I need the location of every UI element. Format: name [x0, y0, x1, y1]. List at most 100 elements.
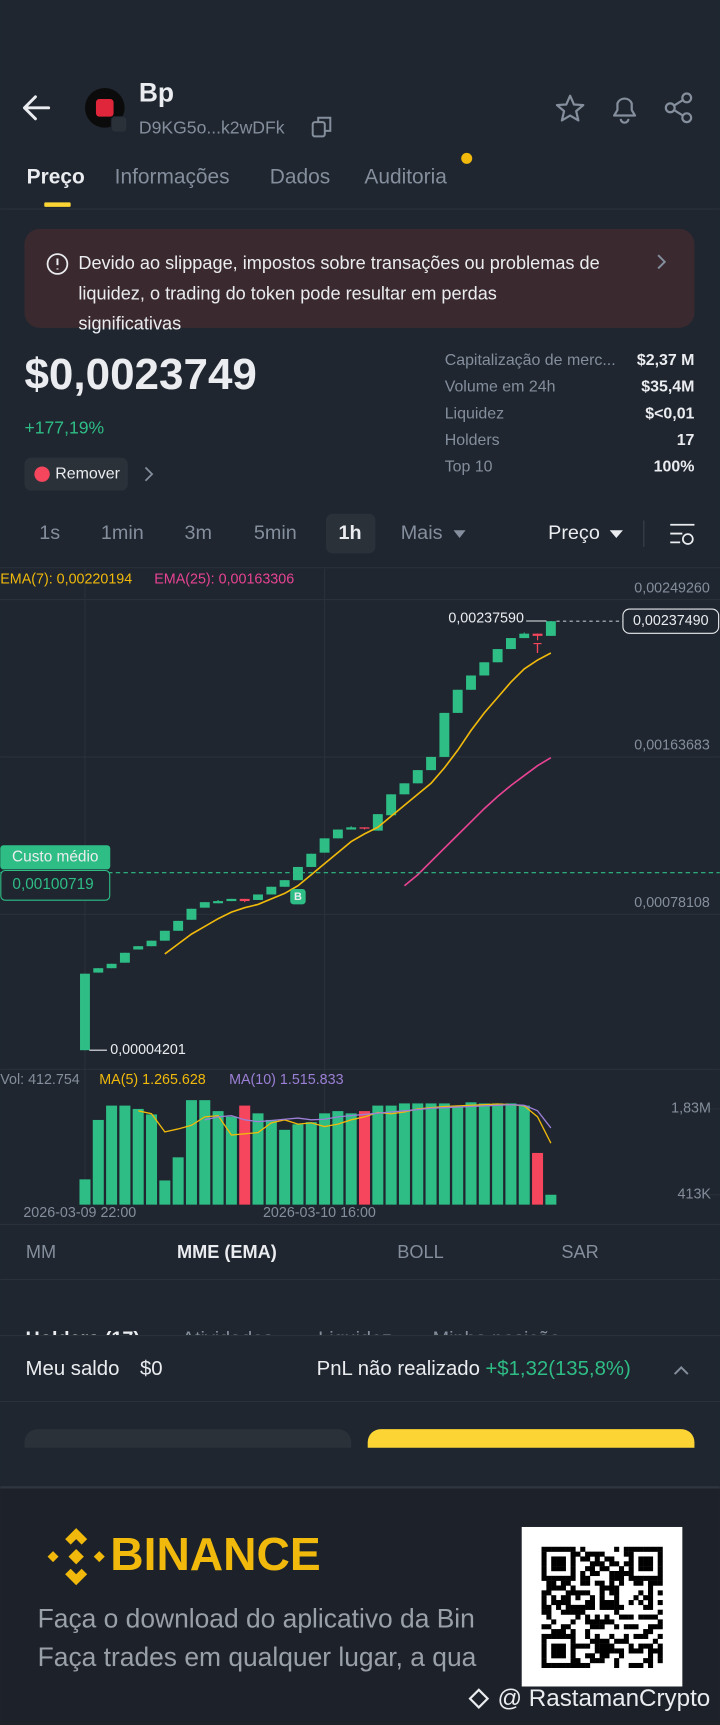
qr-module	[551, 1546, 557, 1552]
volume-bar	[212, 1111, 224, 1205]
warning-banner[interactable]: Devido ao slippage, impostos sobre trans…	[24, 228, 695, 334]
share-button[interactable]	[664, 92, 693, 124]
qr-module	[585, 1614, 591, 1620]
qr-module	[585, 1629, 591, 1635]
interval[interactable]: 5min	[254, 522, 297, 544]
qr-module	[657, 1551, 663, 1557]
qr-module	[618, 1653, 625, 1659]
qr-module	[565, 1595, 571, 1601]
sell-button[interactable]	[24, 1429, 352, 1484]
logo-part	[65, 1528, 88, 1545]
qr-module	[560, 1600, 566, 1606]
candle-body	[199, 902, 210, 908]
ema-legend: EMA(7): 0,00220194	[0, 572, 132, 588]
qr-module	[570, 1551, 576, 1557]
qr-module	[604, 1604, 610, 1610]
qr-module	[546, 1546, 552, 1552]
qr-module	[638, 1648, 644, 1654]
chevron[interactable]	[144, 466, 154, 482]
qr-module	[556, 1648, 562, 1654]
qr-module	[570, 1561, 576, 1567]
qr-module	[628, 1648, 634, 1654]
alert-button[interactable]	[613, 97, 637, 124]
qr-module	[643, 1633, 649, 1639]
volume-bar	[265, 1119, 277, 1205]
copy-button[interactable]	[311, 116, 332, 138]
volume-bar	[132, 1108, 144, 1205]
qr-module	[565, 1609, 571, 1615]
price-selector[interactable]: Preço	[548, 522, 600, 544]
qr-module	[628, 1570, 634, 1577]
interval[interactable]: Mais	[401, 522, 443, 544]
pnl-value: +$1,32(135,8%)	[485, 1358, 630, 1380]
qr-module	[585, 1580, 591, 1586]
buy-button[interactable]	[367, 1429, 695, 1484]
remove-button[interactable]: Remover	[24, 457, 128, 491]
tab[interactable]: Dados	[270, 166, 330, 189]
qr-module	[570, 1662, 576, 1669]
qr-module	[633, 1575, 639, 1581]
favorite-button[interactable]	[555, 94, 585, 122]
candle-body	[492, 649, 503, 663]
copy-icon	[317, 116, 332, 132]
qr-module	[657, 1600, 663, 1606]
chart-settings[interactable]	[670, 523, 695, 545]
interval[interactable]: 1min	[101, 522, 144, 544]
qr-module	[643, 1643, 649, 1649]
stat-value: 100%	[654, 459, 695, 476]
candle-body	[306, 853, 317, 867]
logo-part	[47, 1551, 105, 1563]
qr-module	[657, 1566, 663, 1572]
qr-module	[551, 1648, 557, 1654]
interval[interactable]: 1s	[39, 522, 60, 544]
indicator[interactable]: SAR	[561, 1242, 598, 1262]
qr-module	[541, 1575, 547, 1581]
qr-module	[633, 1546, 639, 1552]
sell-marker-label: T	[533, 641, 542, 657]
indicator[interactable]: BOLL	[397, 1242, 443, 1262]
interval[interactable]: 3m	[185, 522, 213, 544]
qr-module	[580, 1570, 586, 1577]
qr-module	[585, 1619, 591, 1625]
candle-body	[253, 894, 263, 900]
qr-module	[604, 1556, 610, 1562]
qr-module	[560, 1643, 566, 1649]
indicator[interactable]: MM	[26, 1242, 56, 1262]
tab-active[interactable]: Preço	[27, 166, 85, 189]
volume-bar	[438, 1103, 450, 1205]
qr-module	[633, 1624, 639, 1630]
qr-module	[551, 1643, 557, 1649]
back-button[interactable]	[23, 95, 51, 121]
interval-active[interactable]: 1h	[339, 522, 362, 544]
qr-module	[541, 1633, 547, 1639]
volume-bar	[79, 1179, 91, 1205]
qr-module	[589, 1570, 595, 1577]
stat-label: Top 10	[445, 459, 493, 476]
qr-module	[652, 1638, 658, 1644]
qr-module	[575, 1595, 581, 1601]
qr-module	[589, 1624, 595, 1630]
expand-button[interactable]	[673, 1366, 689, 1375]
volume-bar	[106, 1105, 118, 1205]
qr-module	[565, 1590, 571, 1596]
qr-module	[594, 1561, 600, 1567]
qr-module	[599, 1643, 605, 1649]
tab[interactable]: Auditoria	[364, 166, 447, 189]
qr-module	[633, 1595, 639, 1601]
volume-bar	[425, 1103, 437, 1205]
qr-module	[609, 1556, 615, 1562]
qr-module	[599, 1653, 605, 1659]
indicator-active[interactable]: MME (EMA)	[177, 1242, 277, 1262]
tab[interactable]: Informações	[115, 166, 230, 189]
qr-module	[575, 1643, 581, 1649]
qr-module	[648, 1556, 654, 1562]
qr-module	[599, 1566, 605, 1572]
x-tick-label: 2026-03-09 22:00	[23, 1205, 136, 1221]
qr-module	[541, 1590, 547, 1596]
qr-module	[546, 1662, 552, 1669]
token-price: $0,0023749	[24, 350, 256, 399]
candle-body	[293, 866, 303, 881]
qr-module	[551, 1600, 557, 1606]
qr-module	[657, 1609, 663, 1615]
qr-module	[623, 1561, 629, 1567]
